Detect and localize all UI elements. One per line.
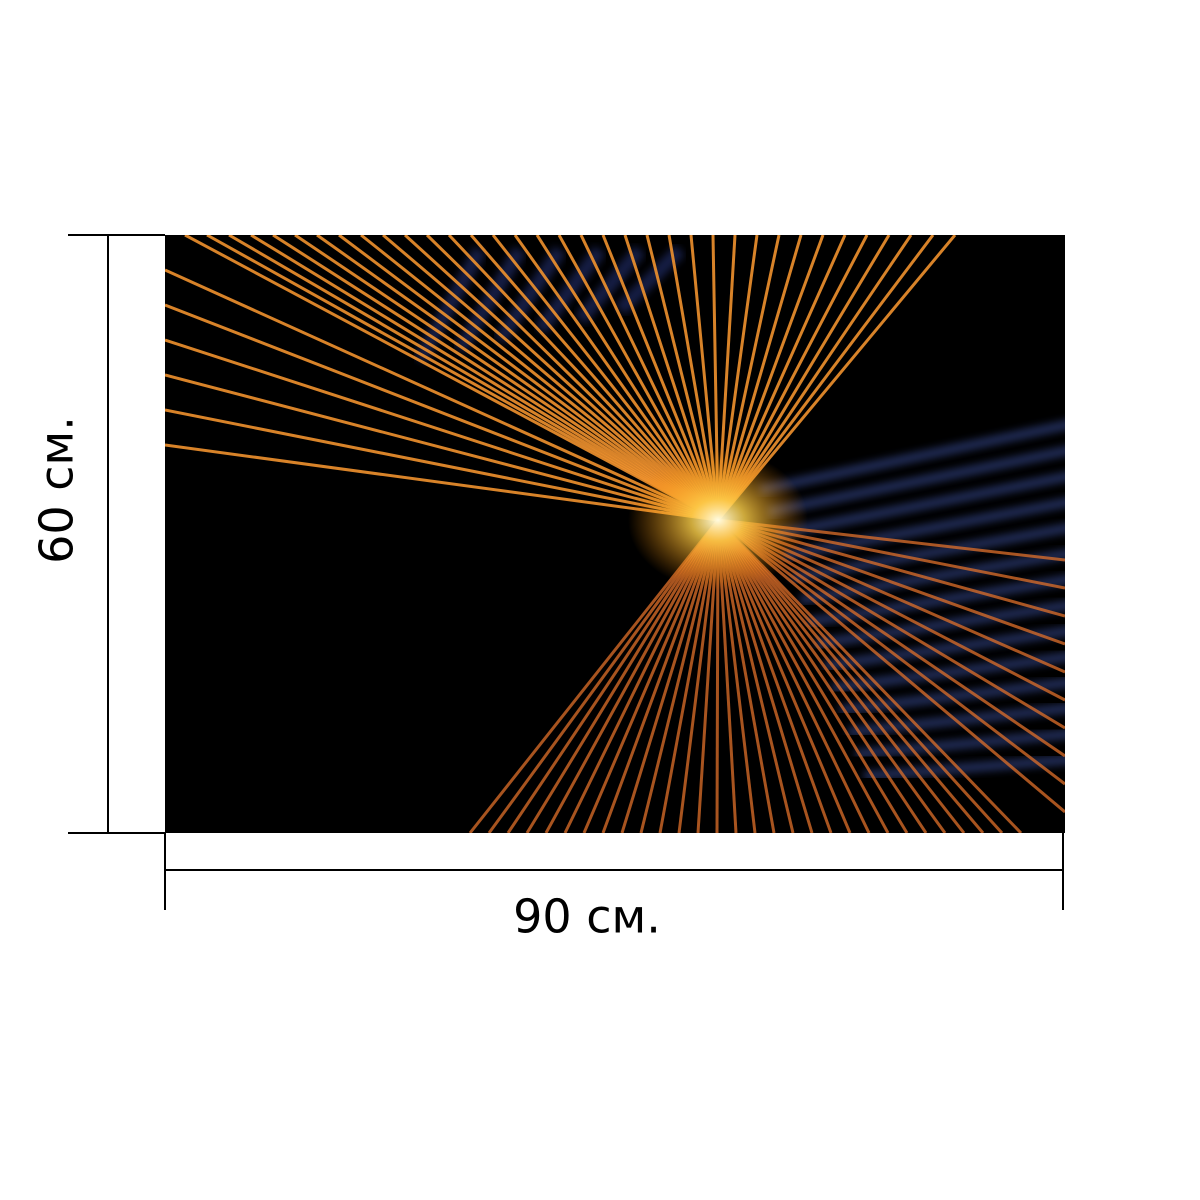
ray bbox=[165, 443, 719, 522]
ray bbox=[165, 408, 719, 522]
ray bbox=[228, 235, 719, 522]
blue-streak bbox=[823, 626, 1065, 671]
ray bbox=[165, 303, 719, 522]
ray bbox=[316, 235, 719, 522]
ray bbox=[165, 268, 719, 522]
ray bbox=[165, 338, 719, 522]
height-label: 60 см. bbox=[30, 416, 84, 564]
blue-streak bbox=[574, 245, 646, 325]
blue-streak bbox=[766, 446, 1065, 517]
ray bbox=[184, 235, 719, 522]
glow bbox=[628, 450, 808, 590]
blue-streak bbox=[847, 703, 1065, 737]
ray bbox=[294, 235, 719, 522]
blue-streak bbox=[783, 497, 1065, 561]
blue-streak bbox=[494, 246, 566, 344]
ray bbox=[272, 235, 719, 522]
blue-streak bbox=[775, 471, 1065, 539]
blue-streak bbox=[839, 677, 1065, 715]
blue-streak bbox=[758, 420, 1065, 495]
ray bbox=[206, 235, 719, 522]
artwork bbox=[165, 235, 1065, 833]
width-label: 90 см. bbox=[513, 890, 661, 944]
ray bbox=[250, 235, 719, 522]
blue-streak bbox=[855, 729, 1065, 759]
blue-streak bbox=[791, 523, 1065, 583]
blue-streak bbox=[534, 245, 606, 335]
ray bbox=[165, 373, 719, 522]
